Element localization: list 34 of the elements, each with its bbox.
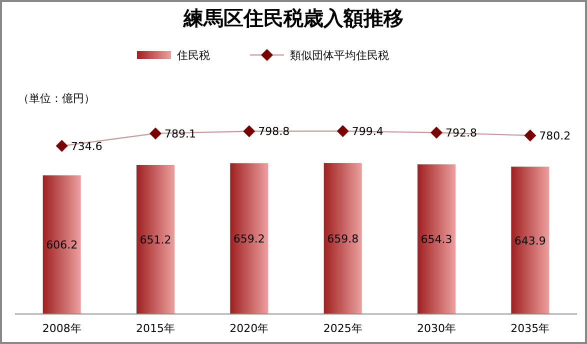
data-label: 792.8 (446, 126, 477, 140)
x-tick-label: 2030年 (417, 322, 456, 335)
point (56, 140, 68, 152)
data-label: 799.4 (352, 125, 384, 138)
text: （単位：億円） (18, 92, 95, 105)
chart-title: 練馬区住民税歳入額推移 (182, 6, 404, 30)
data-label: 654.3 (420, 233, 452, 246)
point (430, 126, 442, 139)
point (524, 129, 536, 142)
x-tick-label: 2008年 (42, 322, 82, 335)
point (336, 125, 349, 138)
x-tick-label: 2035年 (510, 322, 550, 335)
bar (511, 166, 550, 314)
data-label: 606.2 (46, 238, 78, 252)
x-tick-label: 2015年 (136, 322, 175, 335)
data-label: 643.9 (514, 234, 546, 248)
point (150, 127, 162, 140)
bar (324, 163, 362, 314)
bar (136, 165, 174, 314)
bar (230, 163, 268, 314)
data-label: 789.1 (164, 127, 196, 140)
data-label: 798.8 (258, 125, 290, 138)
x-tick-label: 2025年 (323, 322, 362, 335)
legend-label: 類似団体平均住民税 (290, 49, 389, 62)
data-label: 651.2 (140, 234, 172, 246)
data-label: 734.6 (70, 140, 102, 153)
data-label: 780.2 (539, 129, 571, 142)
x-tick-label: 2020年 (230, 322, 269, 335)
point (243, 125, 256, 138)
bar (42, 175, 81, 314)
data-label: 659.8 (327, 232, 359, 246)
legend-label: 住民税 (177, 49, 210, 62)
bar (418, 164, 456, 314)
data-label: 659.2 (233, 232, 265, 246)
